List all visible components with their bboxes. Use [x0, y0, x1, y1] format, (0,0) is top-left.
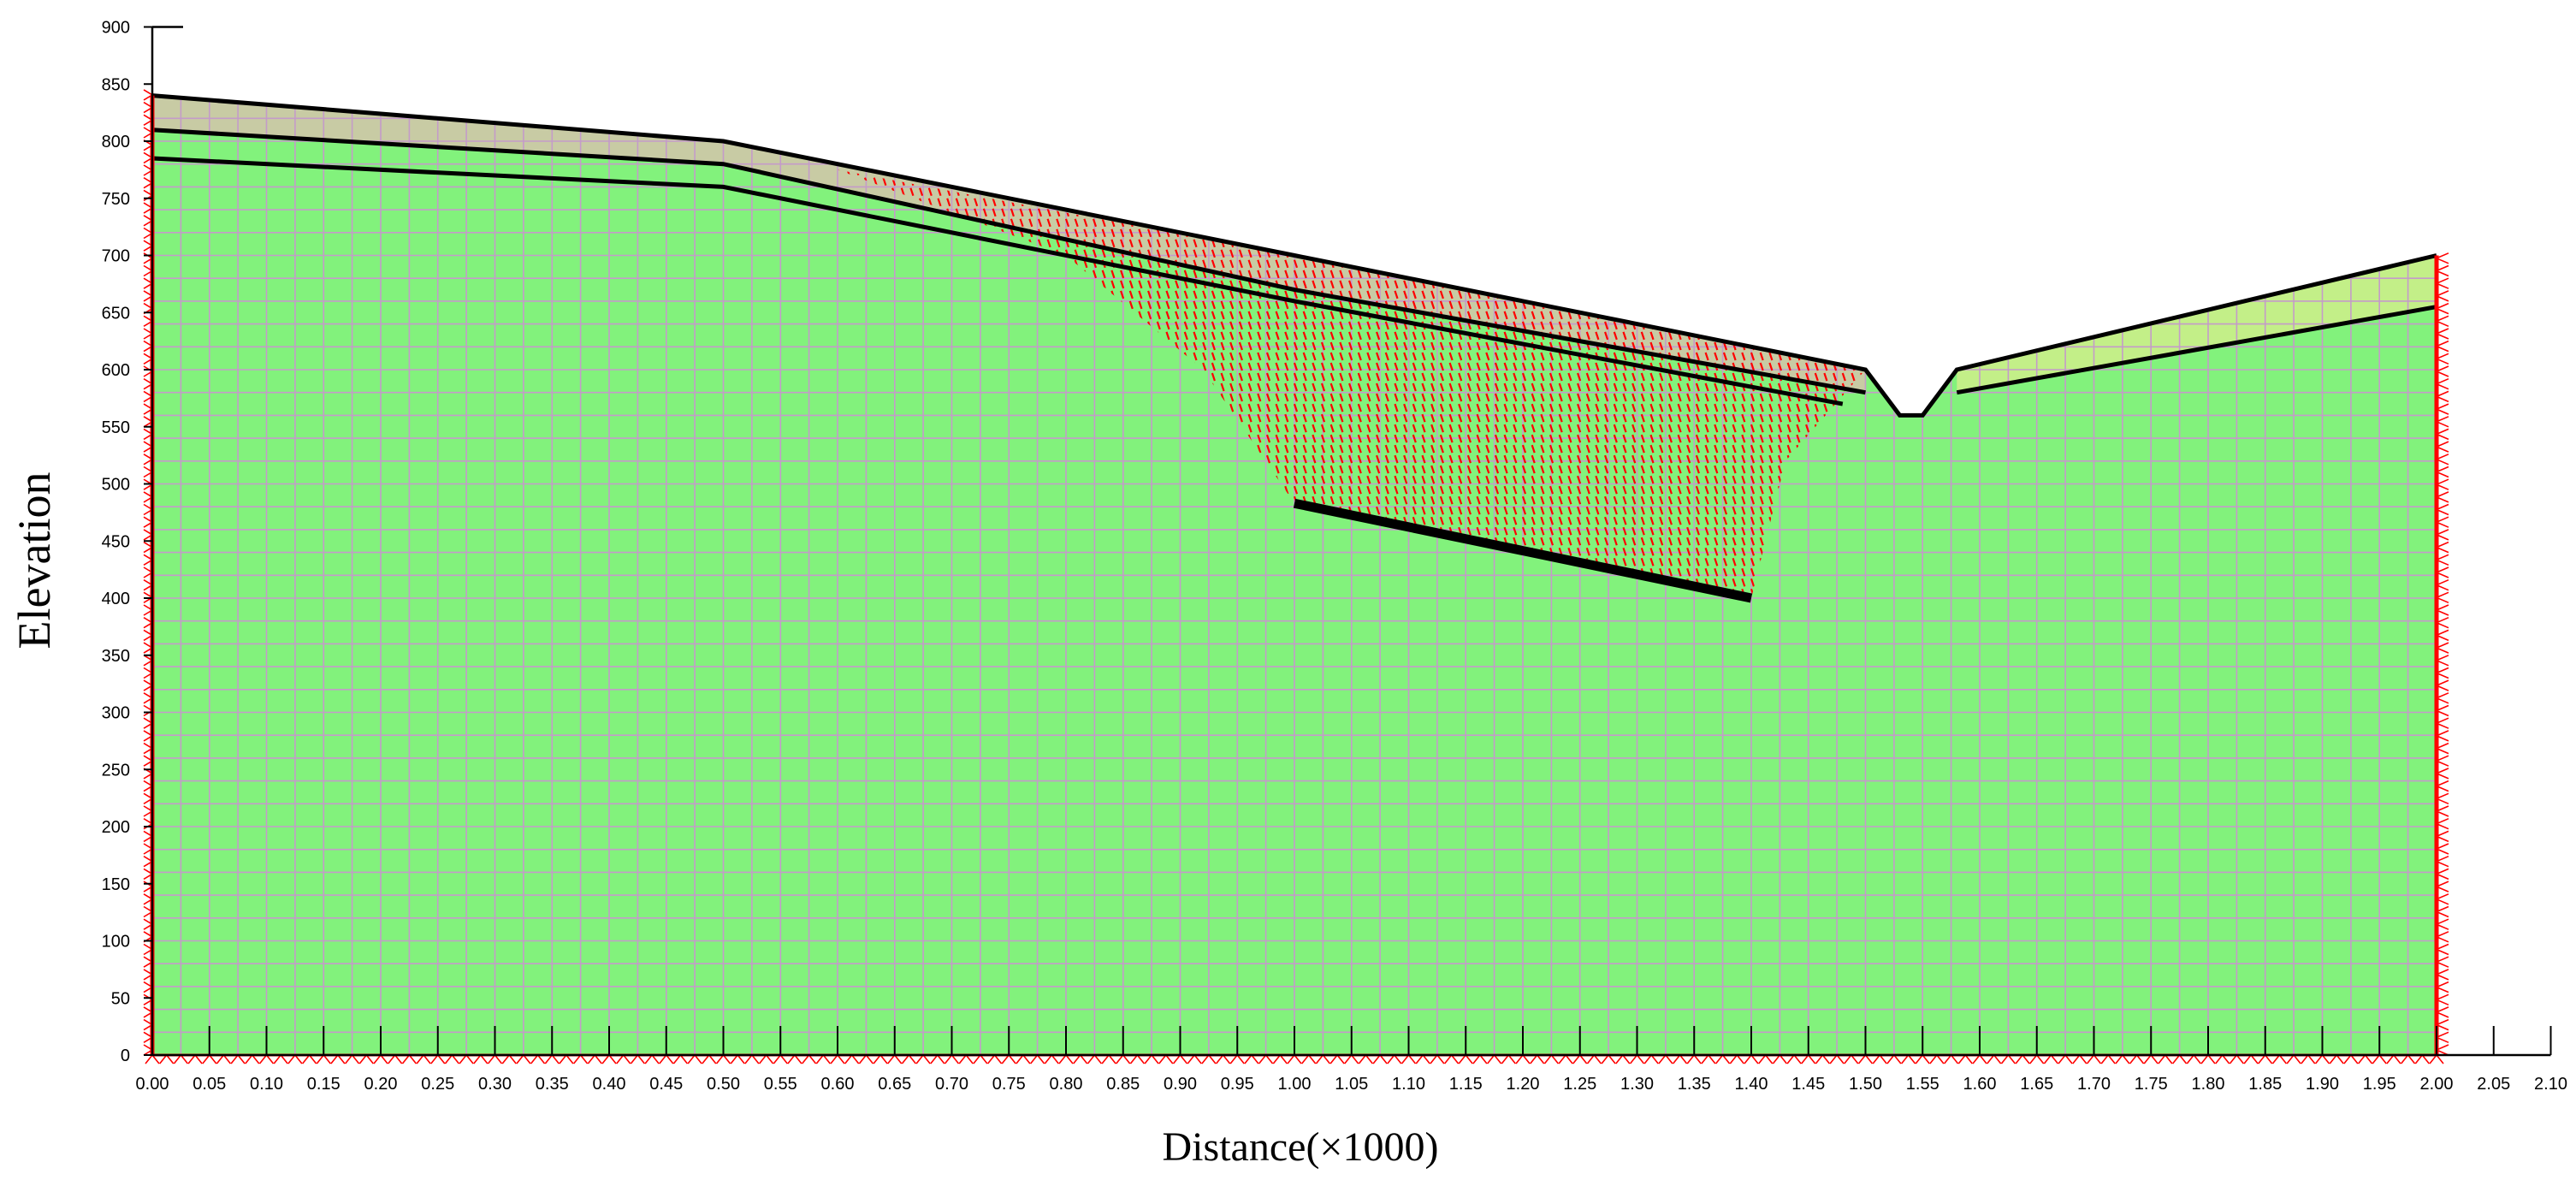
layer-boundary-line — [151, 156, 1844, 406]
x-tick-label: 1.25 — [1563, 1075, 1596, 1094]
x-tick-label: 0.80 — [1050, 1075, 1083, 1094]
ground-surface-line — [151, 93, 2437, 418]
x-tick-label: 0.40 — [593, 1075, 626, 1094]
y-tick-label: 50 — [111, 989, 130, 1008]
x-tick-label: 1.40 — [1735, 1075, 1768, 1094]
y-tick-label: 600 — [102, 361, 130, 380]
x-tick-label: 2.05 — [2477, 1075, 2510, 1094]
fault-line — [1293, 498, 1753, 603]
y-tick-label: 650 — [102, 304, 130, 323]
x-tick-label: 1.45 — [1791, 1075, 1825, 1094]
x-tick-label: 1.65 — [2020, 1075, 2053, 1094]
x-tick-label: 0.50 — [707, 1075, 740, 1094]
x-tick-label: 1.30 — [1620, 1075, 1654, 1094]
x-tick-label: 0.25 — [421, 1075, 454, 1094]
y-tick-label: 0 — [121, 1047, 130, 1065]
y-tick-label: 700 — [102, 247, 130, 266]
x-tick-label: 1.90 — [2306, 1075, 2339, 1094]
y-tick-label: 550 — [102, 418, 130, 437]
y-tick-label: 150 — [102, 875, 130, 894]
y-axis-title: Elevation — [9, 472, 60, 649]
x-tick-label: 1.80 — [2192, 1075, 2225, 1094]
y-tick-label: 300 — [102, 704, 130, 723]
x-tick-label: 1.10 — [1392, 1075, 1425, 1094]
x-tick-label: 0.90 — [1164, 1075, 1197, 1094]
x-tick-label: 0.35 — [536, 1075, 569, 1094]
x-tick-label: 0.10 — [250, 1075, 283, 1094]
mesh-lines — [152, 95, 2437, 1056]
x-tick-label: 0.65 — [878, 1075, 911, 1094]
x-tick-label: 0.20 — [364, 1075, 398, 1094]
x-tick-label: 0.70 — [935, 1075, 968, 1094]
x-tick-label: 1.85 — [2248, 1075, 2282, 1094]
x-tick-label: 0.45 — [649, 1075, 683, 1094]
x-tick-label: 1.75 — [2135, 1075, 2168, 1094]
y-tick-label: 850 — [102, 75, 130, 94]
x-tick-label: 0.15 — [307, 1075, 341, 1094]
y-tick-label: 250 — [102, 761, 130, 780]
x-tick-label: 0.95 — [1221, 1075, 1254, 1094]
x-tick-label: 1.70 — [2077, 1075, 2111, 1094]
layer-boundary-line — [1956, 305, 2437, 395]
y-tick-label: 200 — [102, 818, 130, 837]
x-tick-label: 0.05 — [192, 1075, 226, 1094]
x-tick-label: 1.50 — [1849, 1075, 1882, 1094]
x-tick-label: 1.00 — [1278, 1075, 1312, 1094]
x-tick-label: 1.60 — [1963, 1075, 1997, 1094]
x-tick-label: 2.00 — [2420, 1075, 2454, 1094]
x-tick-label: 0.60 — [821, 1075, 855, 1094]
layer-boundaries — [150, 93, 2439, 1055]
y-tick-label: 500 — [102, 476, 130, 495]
x-axis-title: Distance(×1000) — [1163, 1124, 1439, 1170]
y-tick-label: 100 — [102, 933, 130, 952]
x-tick-label: 2.10 — [2534, 1075, 2567, 1094]
x-tick-label: 1.05 — [1335, 1075, 1368, 1094]
y-tick-label: 800 — [102, 133, 130, 151]
y-tick-label: 900 — [102, 19, 130, 38]
x-tick-label: 1.15 — [1449, 1075, 1483, 1094]
axes: 0 50 100 150 200 250 300 350 400 450 500 550 600 650 7… — [102, 19, 2567, 1094]
x-tick-label: 1.95 — [2363, 1075, 2396, 1094]
x-tick-label: 0.00 — [136, 1075, 169, 1094]
x-tick-label: 1.35 — [1678, 1075, 1711, 1094]
x-tick-label: 0.75 — [992, 1075, 1026, 1094]
finite-element-mesh — [152, 95, 2437, 1056]
y-tick-label: 350 — [102, 647, 130, 666]
x-tick-label: 0.30 — [478, 1075, 512, 1094]
x-tick-label: 1.55 — [1906, 1075, 1939, 1094]
x-tick-label: 0.85 — [1106, 1075, 1140, 1094]
x-tick-label: 1.20 — [1507, 1075, 1540, 1094]
layer-boundary-line — [151, 127, 1866, 395]
x-tick-label: 0.55 — [764, 1075, 797, 1094]
y-tick-label: 400 — [102, 590, 130, 608]
y-tick-label: 750 — [102, 190, 130, 209]
y-tick-label: 450 — [102, 532, 130, 551]
